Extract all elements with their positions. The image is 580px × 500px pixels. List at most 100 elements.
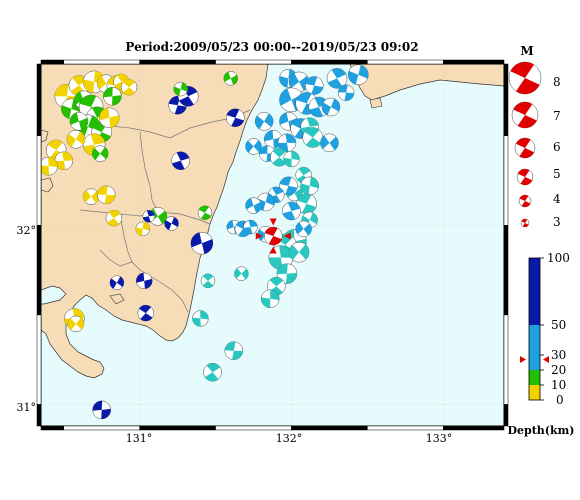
frame-border-scale <box>36 59 509 431</box>
event-82 <box>243 219 258 235</box>
lon-tick-132: 132° <box>276 432 303 445</box>
island <box>41 177 54 193</box>
magnitude-symbol-4 <box>518 194 532 208</box>
mainshock-beachball <box>264 226 283 246</box>
colorbar-20-50 <box>529 325 540 370</box>
event-52 <box>348 64 369 86</box>
depth-tick-0: 0 <box>556 393 564 407</box>
magnitude-legend-header: M <box>520 44 533 58</box>
earthquake-events <box>41 64 369 420</box>
colorbar-50-100 <box>529 258 540 325</box>
depth-tick-20: 20 <box>551 363 566 377</box>
event-37 <box>109 275 125 290</box>
event-24 <box>105 209 123 227</box>
event-34 <box>190 231 214 255</box>
mainshock-triangle-0 <box>269 218 277 226</box>
event-45 <box>234 266 249 281</box>
event-14 <box>66 130 86 149</box>
event-31 <box>226 108 245 128</box>
event-62 <box>302 127 323 148</box>
island <box>41 129 49 143</box>
bay <box>41 285 67 305</box>
mainshock <box>255 218 291 254</box>
depth-tick-100: 100 <box>547 251 570 265</box>
colorbar-0-10 <box>529 385 540 400</box>
page-title: Period:2009/05/23 00:00--2019/05/23 09:0… <box>125 40 418 54</box>
event-90 <box>260 289 280 309</box>
magnitude-symbol-7 <box>511 101 539 129</box>
event-60 <box>254 112 274 131</box>
event-35 <box>197 205 213 220</box>
event-30 <box>223 71 239 86</box>
event-67 <box>283 150 300 168</box>
event-73 <box>279 176 298 196</box>
lon-tick-131: 131° <box>126 432 153 445</box>
depth-legend: 100 50 30 20 10 0 Depth(km) <box>508 251 575 437</box>
mainshock-triangle-2 <box>255 232 263 240</box>
event-71 <box>300 176 319 196</box>
magnitude-symbol-3 <box>520 218 530 228</box>
depth-tick-50: 50 <box>551 318 566 332</box>
mainshock-triangle-3 <box>283 232 291 240</box>
event-49 <box>288 71 310 93</box>
event-78 <box>282 201 301 221</box>
magnitude-symbol-6 <box>514 137 536 159</box>
colorbar-10-20 <box>529 370 540 385</box>
event-15 <box>99 107 120 129</box>
lat-tick-32: 32° <box>17 224 37 237</box>
event-33 <box>164 216 179 231</box>
depth-tick-30: 30 <box>551 348 566 362</box>
map-area <box>41 64 504 426</box>
magnitude-legend-3: 3 <box>553 215 561 229</box>
lat-tick-31: 31° <box>17 401 37 414</box>
event-50 <box>304 76 324 95</box>
event-19 <box>103 87 122 106</box>
depth-tick-10: 10 <box>551 378 566 392</box>
event-21 <box>41 156 58 176</box>
event-18 <box>91 145 109 162</box>
event-25 <box>135 221 150 237</box>
magnitude-legend-8: 8 <box>553 75 561 89</box>
magnitude-symbol-5 <box>516 168 534 186</box>
depth-legend-label: Depth(km) <box>508 424 575 437</box>
depth-marker-triangle-1 <box>543 356 549 363</box>
magnitude-legend-6: 6 <box>553 140 561 154</box>
event-68 <box>320 133 339 153</box>
mainshock-triangle-1 <box>269 246 277 254</box>
event-88 <box>276 263 298 284</box>
event-32 <box>171 151 190 171</box>
land-shikoku <box>349 64 504 101</box>
event-76 <box>245 197 262 214</box>
lon-tick-133: 133° <box>426 432 453 445</box>
event-42 <box>92 400 111 420</box>
event-43 <box>200 273 216 289</box>
magnitude-legend-5: 5 <box>553 167 561 181</box>
event-36 <box>142 210 156 223</box>
event-47 <box>203 362 222 382</box>
event-22 <box>82 188 100 205</box>
prefecture-boundaries <box>79 109 251 313</box>
event-69 <box>337 84 355 101</box>
event-11 <box>69 112 89 131</box>
event-29 <box>173 81 188 97</box>
event-41 <box>67 315 85 333</box>
event-64 <box>245 138 262 155</box>
magnitude-legend-4: 4 <box>553 192 561 206</box>
event-46 <box>224 341 244 360</box>
event-87 <box>288 241 310 263</box>
event-91 <box>295 220 312 238</box>
event-56 <box>321 97 341 117</box>
event-20 <box>120 79 138 96</box>
mainshock-depth-marker <box>520 356 549 363</box>
event-23 <box>97 185 116 205</box>
depth-marker-triangle-0 <box>520 356 526 363</box>
magnitude-legend-7: 7 <box>553 109 561 123</box>
event-77 <box>296 193 317 215</box>
event-63 <box>277 133 297 153</box>
island <box>369 97 383 109</box>
event-44 <box>192 310 209 327</box>
island <box>109 293 125 305</box>
event-38 <box>135 272 153 290</box>
magnitude-symbol-8 <box>508 61 542 95</box>
